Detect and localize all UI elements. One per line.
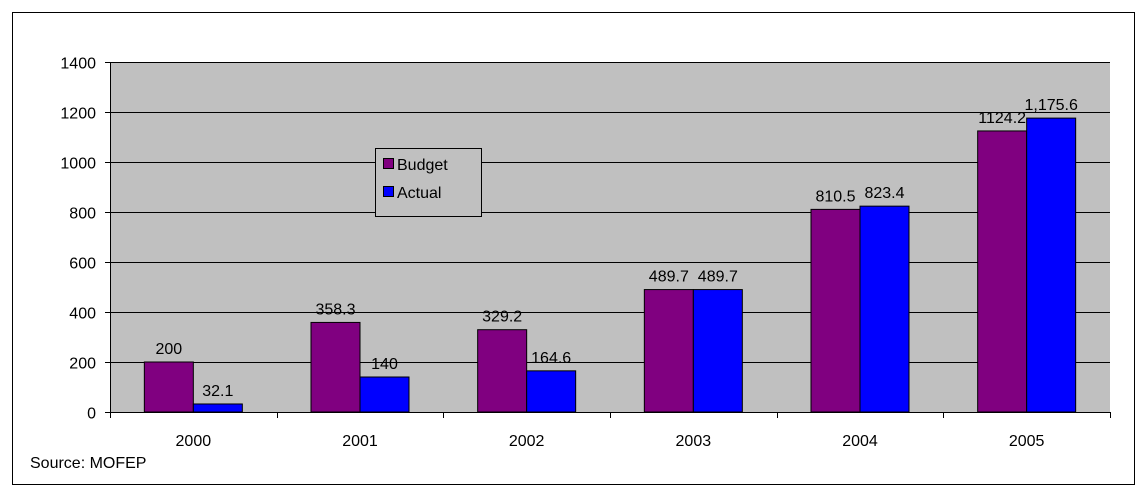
legend-label-actual: Actual [397,185,441,202]
data-label-budget: 1124.2 [978,110,1026,127]
data-labels: 200 32.1 358.3 140 329.2 164.6 489.7 489.7 810.5… [155,97,1077,400]
data-label-budget: 489.7 [649,269,689,286]
bar-budget-2003 [643,289,694,413]
bar-actual-2002 [526,370,577,413]
bar-actual-2001 [359,376,410,413]
bar-actual-2003 [692,289,743,413]
legend-label-budget: Budget [397,157,448,174]
x-tick-label: 2002 [509,433,545,450]
bar-actual-2004 [859,205,910,413]
data-label-budget: 200 [155,341,182,358]
bar-budget-2004 [810,208,861,413]
x-tick-label: 2005 [1009,433,1045,450]
x-tick-label: 2003 [676,433,712,450]
y-tick-label: 1200 [60,106,96,123]
bar-actual-2000 [192,403,243,413]
y-tick-label: 1400 [60,56,96,73]
data-label-actual: 1,175.6 [1024,97,1077,114]
y-tick-label: 600 [69,256,96,273]
x-tick-label: 2004 [842,433,878,450]
y-tick-label: 0 [87,406,96,423]
bar-budget-2005 [977,130,1028,413]
legend-swatch-actual [383,186,394,197]
legend-swatch-budget [383,158,394,169]
y-tick-label: 800 [69,206,96,223]
bar-budget-2001 [310,321,361,413]
x-tick-label: 2000 [176,433,212,450]
grid-lines [110,62,1110,363]
plot-area [110,62,1110,412]
axes: 0 200 400 600 800 1000 1200 1400 2000 2001 2002 200… [60,56,1111,450]
data-label-actual: 164.6 [531,350,571,367]
data-label-actual: 823.4 [864,185,904,202]
x-tick-label: 2001 [342,433,378,450]
data-label-actual: 32.1 [202,383,233,400]
y-tick-label: 400 [69,306,96,323]
bar-budget-2000 [143,361,194,413]
y-tick-label: 200 [69,356,96,373]
data-label-budget: 358.3 [315,301,355,318]
y-tick-label: 1000 [60,156,96,173]
data-label-actual: 140 [371,356,398,373]
data-label-budget: 329.2 [482,309,522,326]
bar-actual-2005 [1026,117,1077,413]
data-label-budget: 810.5 [815,188,855,205]
legend: Budget Actual [375,148,482,217]
source-note: Source: MOFEP [30,455,147,472]
bars [143,117,1077,413]
data-label-actual: 489.7 [698,269,738,286]
bar-budget-2002 [477,329,528,413]
